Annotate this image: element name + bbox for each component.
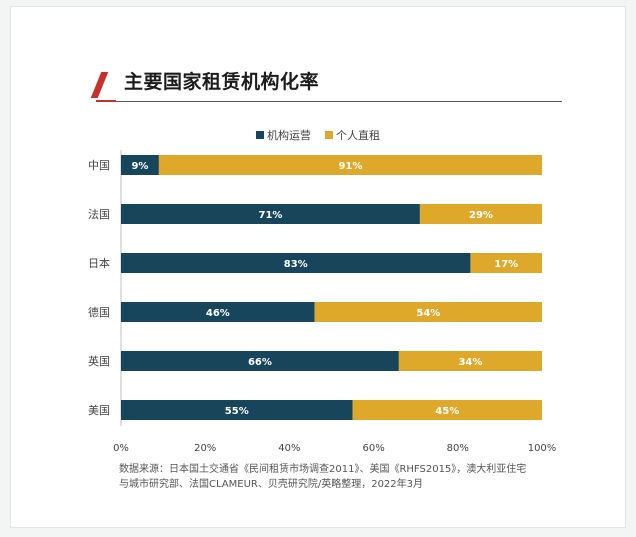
x-tick-label: 80% bbox=[447, 443, 469, 454]
data-label-individual: 54% bbox=[416, 308, 440, 319]
category-label: 日本 bbox=[88, 256, 110, 270]
x-tick-label: 100% bbox=[528, 443, 557, 454]
bar-institution bbox=[121, 253, 471, 273]
bar-institution bbox=[121, 204, 420, 224]
data-label-institution: 55% bbox=[225, 406, 249, 417]
source-line-1: 数据来源：日本国土交通省《民间租赁市场调查2011》、美国《RHFS2015》，… bbox=[119, 464, 527, 475]
data-label-individual: 34% bbox=[458, 357, 482, 368]
data-label-individual: 91% bbox=[338, 161, 362, 172]
bar-individual bbox=[158, 155, 542, 175]
category-label: 德国 bbox=[88, 305, 110, 319]
data-label-individual: 45% bbox=[435, 406, 459, 417]
x-tick-label: 40% bbox=[278, 443, 300, 454]
legend: 机构运营 个人直租 bbox=[0, 127, 636, 143]
category-label: 中国 bbox=[88, 159, 110, 172]
data-label-institution: 66% bbox=[248, 357, 272, 368]
data-label-institution: 71% bbox=[258, 210, 282, 221]
legend-label-individual: 个人直租 bbox=[336, 129, 380, 142]
category-label: 美国 bbox=[88, 404, 110, 417]
source-note: 数据来源：日本国土交通省《民间租赁市场调查2011》、美国《RHFS2015》，… bbox=[119, 462, 559, 492]
category-label: 英国 bbox=[88, 354, 110, 368]
x-tick-label: 0% bbox=[113, 443, 129, 454]
legend-item-individual: 个人直租 bbox=[325, 127, 380, 143]
bar-institution bbox=[121, 400, 353, 420]
data-label-individual: 29% bbox=[469, 210, 493, 221]
chart-title: 主要国家租赁机构化率 bbox=[124, 71, 320, 93]
data-label-institution: 83% bbox=[284, 259, 308, 270]
bar-institution bbox=[121, 302, 315, 322]
legend-item-institution: 机构运营 bbox=[256, 127, 311, 143]
data-label-individual: 17% bbox=[494, 259, 518, 270]
bar-individual bbox=[314, 302, 542, 322]
bar-individual bbox=[470, 253, 542, 273]
data-label-institution: 9% bbox=[131, 161, 148, 172]
legend-swatch-individual bbox=[325, 131, 333, 139]
data-label-institution: 46% bbox=[206, 308, 230, 319]
bar-institution bbox=[121, 351, 399, 371]
bar-individual bbox=[398, 351, 542, 371]
legend-label-institution: 机构运营 bbox=[267, 129, 311, 142]
bar-institution bbox=[121, 155, 159, 175]
bar-individual bbox=[352, 400, 542, 420]
bar-individual bbox=[419, 204, 542, 224]
title-underline bbox=[116, 101, 562, 102]
legend-swatch-institution bbox=[256, 131, 264, 139]
title-bar: 主要国家租赁机构化率 bbox=[0, 0, 636, 110]
x-tick-label: 60% bbox=[362, 443, 384, 454]
category-label: 法国 bbox=[88, 207, 110, 221]
source-line-2: 与城市研究部、法国CLAMEUR、贝壳研究院/英略整理，2022年3月 bbox=[119, 479, 424, 490]
title-underline-accent bbox=[96, 100, 116, 102]
x-tick-label: 20% bbox=[194, 443, 216, 454]
